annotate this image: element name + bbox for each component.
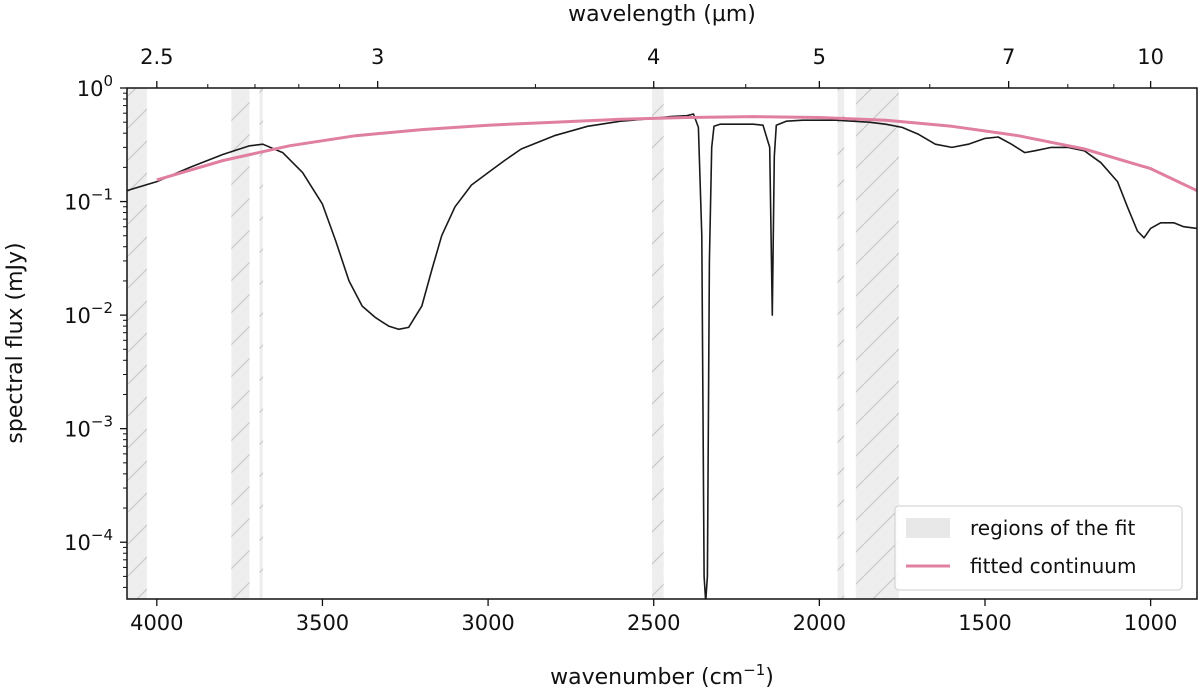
- fit-region-hatch-0: [127, 88, 147, 599]
- x-tick-label-3500: 3500: [296, 611, 349, 635]
- y-tick-label-1e-4: 10−4: [64, 526, 113, 555]
- x-tick-label-2000: 2000: [793, 611, 846, 635]
- legend: regions of the fit fitted continuum: [894, 505, 1183, 591]
- x-tick-label-3000: 3000: [461, 611, 514, 635]
- x-axis-title-suffix: ): [765, 665, 774, 690]
- x-tick-label-2500: 2500: [627, 611, 680, 635]
- x-axis-title-main: wavenumber (cm: [550, 665, 743, 690]
- y-axis-title: spectral flux (mJy): [3, 242, 28, 443]
- fit-region-hatch-3: [652, 88, 664, 599]
- x-tick-label-1000: 1000: [1124, 611, 1177, 635]
- top-tick-label-4: 4: [647, 45, 660, 69]
- y-tick-label-1e-3: 10−3: [64, 413, 113, 442]
- legend-label-continuum: fitted continuum: [970, 554, 1136, 578]
- fit-regions-layer: [127, 88, 899, 599]
- x-axis-title-sup: −1: [743, 661, 765, 679]
- y-tick-label-1e-1: 10−1: [64, 186, 113, 215]
- legend-label-fit-regions: regions of the fit: [970, 516, 1135, 540]
- fit-region-hatch-4: [837, 88, 845, 599]
- legend-box: [894, 505, 1183, 591]
- axes-layer: 4000 3500 3000 2500 2000 1500 1000 2.5 3 4 5 7 10 100…: [64, 45, 1177, 635]
- top-axis-title: wavelength (µm): [568, 2, 756, 27]
- fit-region-hatch-2: [259, 88, 263, 599]
- y-tick-label-1e0: 100: [77, 72, 113, 101]
- top-tick-label-3: 3: [371, 45, 384, 69]
- top-tick-label-5: 5: [813, 45, 826, 69]
- fit-region-hatch-1: [231, 88, 250, 599]
- spectrum-line: [127, 113, 1197, 599]
- series-layer: [127, 113, 1197, 599]
- y-tick-label-1e-2: 10−2: [64, 299, 113, 328]
- x-axis-title: wavenumber (cm−1): [550, 661, 774, 690]
- top-tick-label-10: 10: [1137, 45, 1164, 69]
- x-tick-label-4000: 4000: [130, 611, 183, 635]
- x-tick-label-1500: 1500: [958, 611, 1011, 635]
- fit-region-hatch-5: [855, 88, 899, 599]
- top-tick-label-2.5: 2.5: [140, 45, 173, 69]
- plot-frame: [126, 87, 1198, 600]
- continuum-line: [156, 115, 1197, 192]
- legend-patch-fit-regions: [906, 518, 950, 538]
- top-tick-label-7: 7: [1002, 45, 1015, 69]
